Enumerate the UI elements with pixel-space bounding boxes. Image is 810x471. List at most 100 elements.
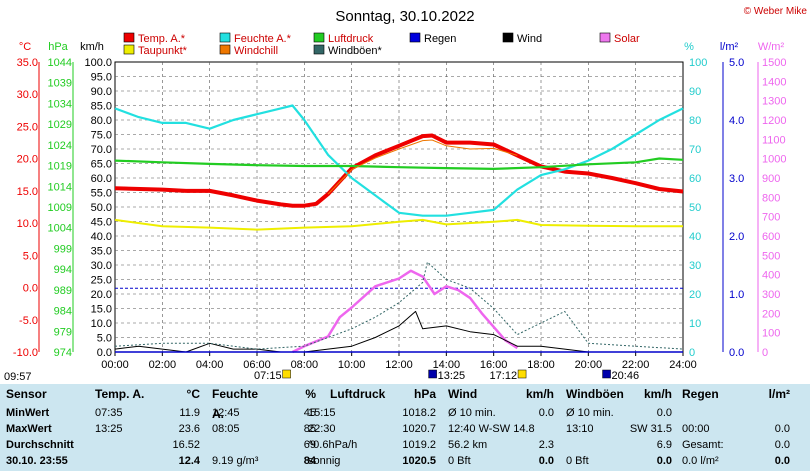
x-tick-label: 02:00 [149,359,177,371]
legend-label: Taupunkt* [138,45,188,57]
wm2-tick-label: 800 [762,192,780,204]
kmh-tick-label: 90.0 [91,86,112,98]
wm2-tick-label: 600 [762,231,780,243]
kmh-tick-label: 50.0 [91,202,112,214]
series-windb-en [114,261,684,350]
wm2-tick-label: 100 [762,328,780,340]
hpa-tick-label: 1039 [48,78,72,90]
kmh-tick-label: 100.0 [84,57,112,69]
legend-label: Wind [517,33,542,45]
series-taupunkt [114,218,683,231]
legend-swatch [313,44,325,55]
x-tick-label: 24:00 [669,359,697,371]
wm2-tick-label: 1300 [762,96,786,108]
temp-tick-label: -5.0 [19,315,38,327]
legend-label: Luftdruck [328,33,374,45]
weather-chart: Sonntag, 30.10.2022 © Weber Mike Temp. A… [4,6,808,380]
wm2-tick-label: 700 [762,212,780,224]
pct-tick-label: 70 [689,144,701,156]
chart-title: Sonntag, 30.10.2022 [335,8,474,25]
hpa-tick-label: 1024 [48,140,72,152]
table-cell: 1019.2 [402,439,436,451]
hpa-tick-label: 979 [54,326,72,338]
hpa-tick-label: 974 [54,347,72,359]
unit-wm2: W/m² [758,41,785,53]
table-cell: 00:00 [682,423,710,435]
pct-tick-label: 80 [689,115,701,127]
temp-tick-label: 20.0 [17,154,38,166]
table-cell: 69 [303,439,316,451]
table-cell: Gesamt: [682,439,724,451]
table-cell: 0.0 [774,439,790,451]
legend-swatch [123,32,135,43]
table-header: % [305,387,316,401]
table-cell: 0.0 [774,423,790,435]
hpa-tick-label: 999 [54,243,72,255]
temp-tick-label: 35.0 [17,57,38,69]
table-cell: 12:40 W-SW 14.8 [448,423,535,435]
event-marker-max [428,369,437,379]
table-cell: Ø 10 min. [566,407,614,419]
series-luftdruck [114,157,684,170]
pct-tick-label: 20 [689,289,701,301]
kmh-tick-label: 65.0 [91,159,112,171]
unit-temp: °C [19,41,31,53]
table-row-label: 30.10. 23:55 [6,455,68,467]
pct-tick-label: 40 [689,231,701,243]
pct-tick-label: 60 [689,173,701,185]
grid [115,62,683,352]
table-header: Temp. A. [95,387,145,401]
pct-tick-label: 0 [689,347,695,359]
table-header: km/h [525,387,554,401]
table-cell: 56.2 km [448,439,488,451]
kmh-tick-label: 80.0 [91,115,112,127]
series-wind [114,310,683,353]
x-tick-label: 20:00 [575,359,603,371]
temp-tick-label: 15.0 [17,186,38,198]
x-tick-label: 06:00 [243,359,271,371]
series-windchill [327,139,518,195]
x-tick-label: 12:00 [385,359,413,371]
event-label: 13:25 [438,370,466,380]
unit-pct: % [684,41,694,53]
table-row-label: MaxWert [6,423,52,435]
legend-label: Regen [424,33,456,45]
x-tick-label: 10:00 [338,359,366,371]
kmh-tick-label: 85.0 [91,101,112,113]
table-header: Feuchte A. [212,387,259,421]
lm2-tick-label: 2.0 [729,231,744,243]
legend-swatch [313,32,325,43]
kmh-tick-label: 45.0 [91,217,112,229]
wm2-tick-label: 900 [762,173,780,185]
pct-tick-label: 100 [689,57,707,69]
table-cell: 0.0 [538,407,554,419]
table-cell: 6.9 [656,439,672,451]
x-tick-label: 16:00 [480,359,508,371]
series-feuchte-a [114,104,684,217]
table-cell: 0 Bft [448,455,471,467]
kmh-tick-label: 20.0 [91,289,112,301]
temp-tick-label: 0.0 [23,283,38,295]
table-header: km/h [643,387,672,401]
kmh-tick-label: 5.0 [97,333,112,345]
table-cell: 1020.5 [402,455,436,467]
unit-hpa: hPa [48,41,68,53]
x-tick-label: 18:00 [527,359,555,371]
event-marker-sunset [517,369,527,379]
table-cell: 0 Bft [566,455,589,467]
table-header: Windböen [566,387,624,401]
kmh-tick-label: 55.0 [91,188,112,200]
axes: 35.0 30.0 25.0 20.0 15.0 10.0 5.0 0.0 -5.0 -10.0 1… [4,57,786,380]
wm2-tick-label: 1000 [762,154,786,166]
legend-swatch [219,32,231,43]
table-cell: 0.0 [656,407,672,419]
wm2-tick-label: 1500 [762,57,786,69]
copyright-text: © Weber Mike [744,6,808,17]
legend-label: Windböen* [328,45,383,57]
x-tick-label: 22:00 [622,359,650,371]
table-cell: 13:10 [566,423,594,435]
table-cell: 12:45 [212,407,240,419]
series-solar [291,269,518,354]
table-row-label: MinWert [6,407,50,419]
kmh-tick-label: 15.0 [91,304,112,316]
